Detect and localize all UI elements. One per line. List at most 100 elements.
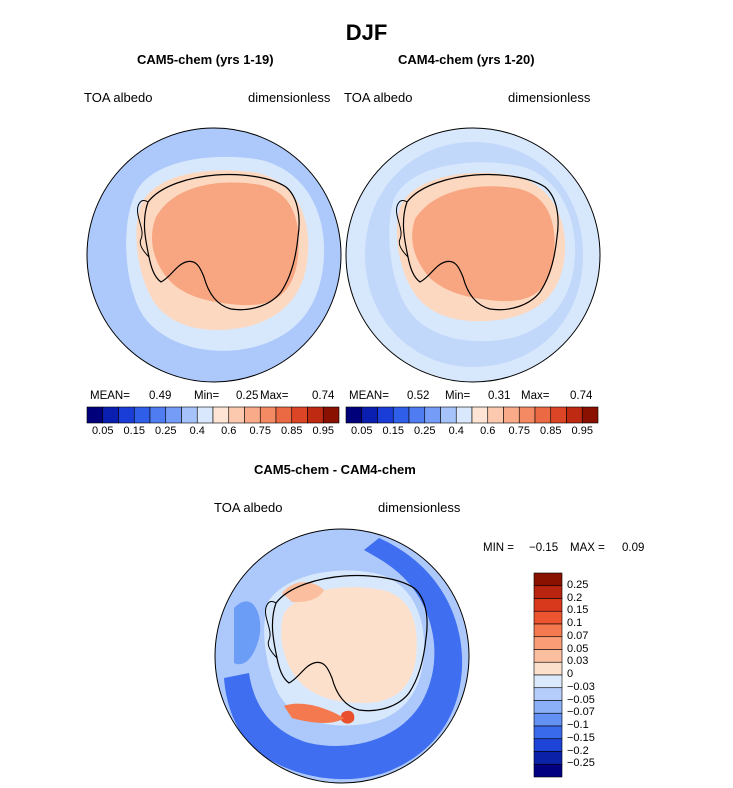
diff-colorbar-tick-label: −0.03: [567, 680, 595, 693]
left-colorbar-swatch: [181, 406, 198, 424]
diff-colorbar-swatch: [533, 636, 563, 650]
diff-units-label: dimensionless: [378, 500, 461, 515]
right-colorbar-tick-label: 0.25: [414, 425, 436, 437]
right-panel-title: CAM4-chem (yrs 1-20): [398, 52, 535, 67]
diff-colorbar-tick-label: 0.03: [567, 655, 589, 668]
left-map-ice: [151, 182, 299, 306]
right-colorbar-tick-label: 0.15: [382, 425, 404, 437]
right-colorbar-swatch: [440, 406, 457, 424]
right-colorbar: [345, 406, 599, 424]
right-colorbar-swatch: [503, 406, 520, 424]
right-polar-map: [345, 127, 601, 383]
left-map-coastline: [143, 173, 300, 311]
diff-colorbar-tick-label: 0.1: [567, 617, 583, 629]
right-map-peninsula: [396, 200, 409, 258]
diff-colorbar-swatch: [533, 623, 563, 638]
right-colorbar-swatch: [518, 406, 536, 424]
diff-min-value: −0.15: [529, 542, 559, 554]
diff-colorbar-tick-label: −0.1: [567, 719, 589, 731]
left-max-value: 0.74: [312, 390, 335, 402]
figure-title: DJF: [345, 20, 388, 45]
diff-colorbar-tick-label: 0.2: [567, 591, 583, 604]
diff-min-label: MIN =: [483, 542, 514, 554]
left-map-peninsula: [137, 200, 150, 258]
diff-colorbar-swatch: [533, 585, 563, 599]
right-map-coastline: [402, 173, 559, 311]
diff-colorbar-swatch: [533, 610, 563, 625]
diff-map-orange-patch: [284, 703, 344, 723]
left-polar-map: [86, 127, 342, 383]
right-colorbar-swatch: [487, 406, 504, 424]
right-colorbar-swatch: [361, 406, 378, 424]
right-colorbar-swatch: [471, 406, 489, 424]
right-colorbar-swatch: [408, 406, 426, 424]
right-colorbar-tick-label: 0.6: [480, 425, 496, 437]
left-colorbar-swatch: [86, 406, 104, 424]
diff-map-positive-patch: [282, 582, 324, 603]
left-units-label: dimensionless: [248, 90, 331, 105]
diff-colorbar-tick-label: 0.15: [567, 604, 589, 617]
left-colorbar-swatch: [102, 406, 119, 424]
diff-colorbar-tick-label: −0.05: [567, 693, 595, 706]
left-colorbar-tick-label: 0.75: [249, 425, 271, 437]
right-colorbar-tick-label: 0.85: [540, 425, 562, 437]
left-colorbar-swatch: [228, 406, 245, 424]
diff-colorbar-ticks: 0.25 0.2 0.15 0.1 0.07 0.05 0.03 0 −0.03 −0.05 −0.…: [567, 573, 627, 777]
diff-colorbar-swatch: [533, 598, 563, 612]
left-colorbar-tick-label: 0.25: [155, 425, 177, 437]
right-colorbar-tick-label: 0.4: [448, 425, 464, 437]
left-colorbar-swatch: [149, 406, 167, 424]
diff-colorbar-tick-label: 0.25: [567, 578, 589, 591]
left-colorbar-swatch: [275, 406, 293, 424]
right-max-value: 0.74: [570, 390, 593, 402]
left-colorbar-swatch: [165, 406, 182, 424]
left-colorbar: [86, 406, 340, 424]
right-min-label: Min=: [445, 390, 471, 402]
left-colorbar-swatch: [196, 406, 214, 424]
right-colorbar-tick-label: 0.75: [508, 425, 530, 437]
right-mean-label: MEAN=: [349, 390, 389, 402]
left-colorbar-swatch: [307, 406, 324, 424]
left-colorbar-tick-label: 0.05: [92, 425, 114, 437]
diff-colorbar-swatch: [533, 661, 563, 676]
right-colorbar-tick-label: 0.95: [571, 425, 593, 437]
diff-polar-map: [214, 528, 470, 784]
diff-map-positive-zone: [281, 587, 417, 703]
diff-map-red-patch: [340, 710, 355, 724]
diff-colorbar-swatch: [533, 572, 563, 587]
left-colorbar-swatch: [322, 406, 340, 424]
diff-colorbar-tick-label: 0.07: [567, 629, 589, 642]
right-colorbar-swatch: [534, 406, 552, 424]
right-colorbar-swatch: [424, 406, 441, 424]
left-colorbar-swatch: [259, 406, 277, 424]
left-mean-value: 0.49: [149, 390, 172, 402]
right-colorbar-swatch: [392, 406, 410, 424]
diff-colorbar-swatch: [533, 700, 563, 714]
left-colorbar-swatch: [133, 406, 151, 424]
diff-colorbar-tick-label: 0: [567, 668, 574, 680]
left-colorbar-swatch: [212, 406, 230, 424]
right-units-label: dimensionless: [508, 90, 591, 105]
diff-colorbar-swatch: [533, 687, 563, 701]
diff-colorbar-swatch: [533, 763, 563, 778]
right-colorbar-swatch: [566, 406, 583, 424]
right-colorbar-ticks: 0.05 0.15 0.25 0.4 0.6 0.75 0.85 0.95: [346, 425, 598, 439]
right-colorbar-swatch: [377, 406, 394, 424]
diff-colorbar-tick-label: −0.15: [567, 731, 595, 744]
left-colorbar-swatch: [118, 406, 135, 424]
diff-colorbar-swatch: [533, 649, 563, 663]
left-min-label: Min=: [194, 390, 220, 402]
diff-colorbar-swatch: [533, 738, 563, 752]
diff-map-coastline: [271, 574, 428, 712]
right-colorbar-swatch: [550, 406, 567, 424]
right-colorbar-swatch: [345, 406, 363, 424]
right-min-value: 0.31: [488, 390, 511, 402]
diff-variable-label: TOA albedo: [214, 500, 283, 515]
left-colorbar-tick-label: 0.95: [312, 425, 334, 437]
left-max-label: Max=: [260, 390, 289, 402]
left-min-value: 0.25: [236, 390, 259, 402]
diff-max-label: MAX =: [570, 542, 605, 554]
diff-max-value: 0.09: [622, 542, 645, 554]
right-colorbar-tick-label: 0.05: [351, 425, 373, 437]
left-colorbar-swatch: [244, 406, 261, 424]
